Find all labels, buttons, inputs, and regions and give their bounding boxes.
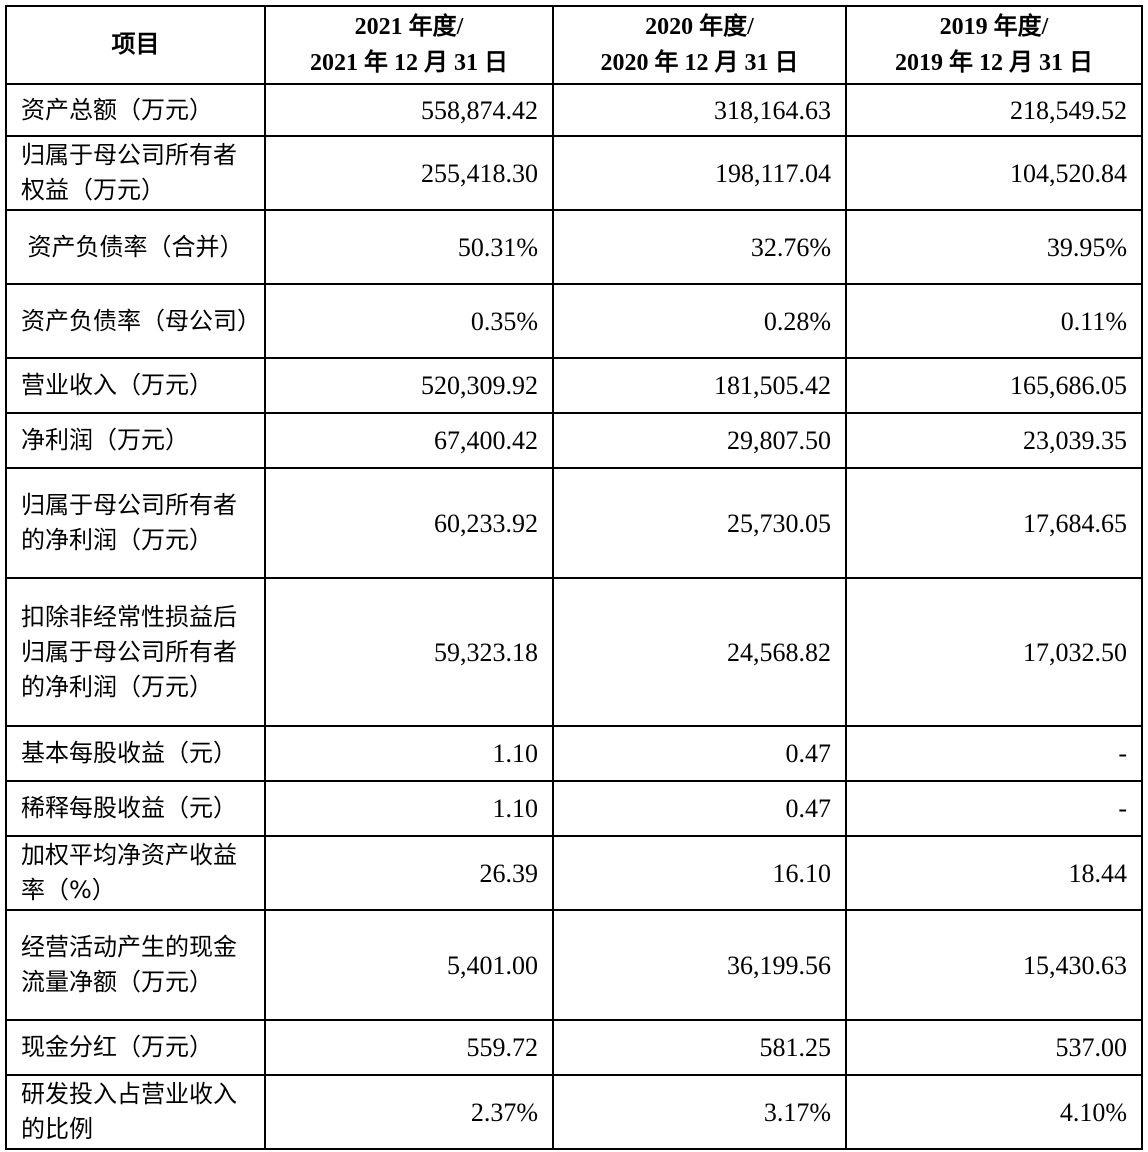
row-label: 经营活动产生的现金流量净额（万元） [5, 909, 266, 1021]
row-label: 营业收入（万元） [5, 357, 266, 414]
value-2019: 104,520.84 [845, 135, 1143, 211]
table-row: 资产总额（万元） 558,874.42 318,164.63 218,549.5… [5, 83, 1143, 137]
table-row: 加权平均净资产收益率（%） 26.39 16.10 18.44 [5, 835, 1143, 911]
header-2020: 2020 年度/ 2020 年 12 月 31 日 [552, 5, 847, 85]
value-2019: 15,430.63 [845, 909, 1143, 1021]
value-2020: 0.47 [552, 725, 847, 782]
value-2021: 50.31% [264, 209, 554, 285]
value-2021: 2.37% [264, 1074, 554, 1150]
value-2019: 18.44 [845, 835, 1143, 911]
row-label: 资产负债率（母公司） [5, 283, 266, 359]
value-2020: 24,568.82 [552, 577, 847, 727]
value-2019: 218,549.52 [845, 83, 1143, 137]
value-2019: 39.95% [845, 209, 1143, 285]
value-2020: 3.17% [552, 1074, 847, 1150]
value-2021: 1.10 [264, 780, 554, 837]
row-label: 基本每股收益（元） [5, 725, 266, 782]
table-row: 归属于母公司所有者权益（万元） 255,418.30 198,117.04 10… [5, 135, 1143, 211]
row-label: 加权平均净资产收益率（%） [5, 835, 266, 911]
value-2019: 17,032.50 [845, 577, 1143, 727]
row-label: 归属于母公司所有者权益（万元） [5, 135, 266, 211]
value-2020: 198,117.04 [552, 135, 847, 211]
value-2019: - [845, 780, 1143, 837]
value-2019: 17,684.65 [845, 467, 1143, 579]
value-2020: 25,730.05 [552, 467, 847, 579]
value-2020: 581.25 [552, 1019, 847, 1076]
value-2020: 16.10 [552, 835, 847, 911]
value-2021: 255,418.30 [264, 135, 554, 211]
header-row: 项目 2021 年度/ 2021 年 12 月 31 日 2020 年度/ 20… [5, 5, 1143, 85]
table-row: 资产负债率（母公司） 0.35% 0.28% 0.11% [5, 283, 1143, 359]
table-row: 基本每股收益（元） 1.10 0.47 - [5, 725, 1143, 782]
table-row: 净利润（万元） 67,400.42 29,807.50 23,039.35 [5, 412, 1143, 469]
value-2020: 318,164.63 [552, 83, 847, 137]
value-2019: 537.00 [845, 1019, 1143, 1076]
row-label: 资产总额（万元） [5, 83, 266, 137]
value-2020: 36,199.56 [552, 909, 847, 1021]
table-row: 研发投入占营业收入的比例 2.37% 3.17% 4.10% [5, 1074, 1143, 1150]
value-2021: 559.72 [264, 1019, 554, 1076]
value-2019: 23,039.35 [845, 412, 1143, 469]
value-2019: - [845, 725, 1143, 782]
value-2021: 5,401.00 [264, 909, 554, 1021]
value-2019: 165,686.05 [845, 357, 1143, 414]
row-label: 稀释每股收益（元） [5, 780, 266, 837]
header-item: 项目 [5, 5, 266, 85]
value-2020: 0.28% [552, 283, 847, 359]
value-2021: 520,309.92 [264, 357, 554, 414]
value-2019: 0.11% [845, 283, 1143, 359]
value-2021: 558,874.42 [264, 83, 554, 137]
header-2021: 2021 年度/ 2021 年 12 月 31 日 [264, 5, 554, 85]
value-2020: 29,807.50 [552, 412, 847, 469]
financial-data-table: 项目 2021 年度/ 2021 年 12 月 31 日 2020 年度/ 20… [5, 5, 1143, 1150]
value-2021: 0.35% [264, 283, 554, 359]
value-2021: 59,323.18 [264, 577, 554, 727]
table-row: 稀释每股收益（元） 1.10 0.47 - [5, 780, 1143, 837]
table-row: 营业收入（万元） 520,309.92 181,505.42 165,686.0… [5, 357, 1143, 414]
value-2021: 1.10 [264, 725, 554, 782]
row-label: 现金分红（万元） [5, 1019, 266, 1076]
value-2021: 67,400.42 [264, 412, 554, 469]
row-label: 净利润（万元） [5, 412, 266, 469]
value-2020: 32.76% [552, 209, 847, 285]
table-row: 归属于母公司所有者的净利润（万元） 60,233.92 25,730.05 17… [5, 467, 1143, 579]
table-row: 资产负债率（合并） 50.31% 32.76% 39.95% [5, 209, 1143, 285]
value-2020: 0.47 [552, 780, 847, 837]
value-2019: 4.10% [845, 1074, 1143, 1150]
value-2021: 60,233.92 [264, 467, 554, 579]
table-row: 扣除非经常性损益后归属于母公司所有者的净利润（万元） 59,323.18 24,… [5, 577, 1143, 727]
table-row: 现金分红（万元） 559.72 581.25 537.00 [5, 1019, 1143, 1076]
row-label: 扣除非经常性损益后归属于母公司所有者的净利润（万元） [5, 577, 266, 727]
value-2020: 181,505.42 [552, 357, 847, 414]
table-row: 经营活动产生的现金流量净额（万元） 5,401.00 36,199.56 15,… [5, 909, 1143, 1021]
header-2019: 2019 年度/ 2019 年 12 月 31 日 [845, 5, 1143, 85]
row-label: 资产负债率（合并） [5, 209, 266, 285]
row-label: 归属于母公司所有者的净利润（万元） [5, 467, 266, 579]
row-label: 研发投入占营业收入的比例 [5, 1074, 266, 1150]
value-2021: 26.39 [264, 835, 554, 911]
